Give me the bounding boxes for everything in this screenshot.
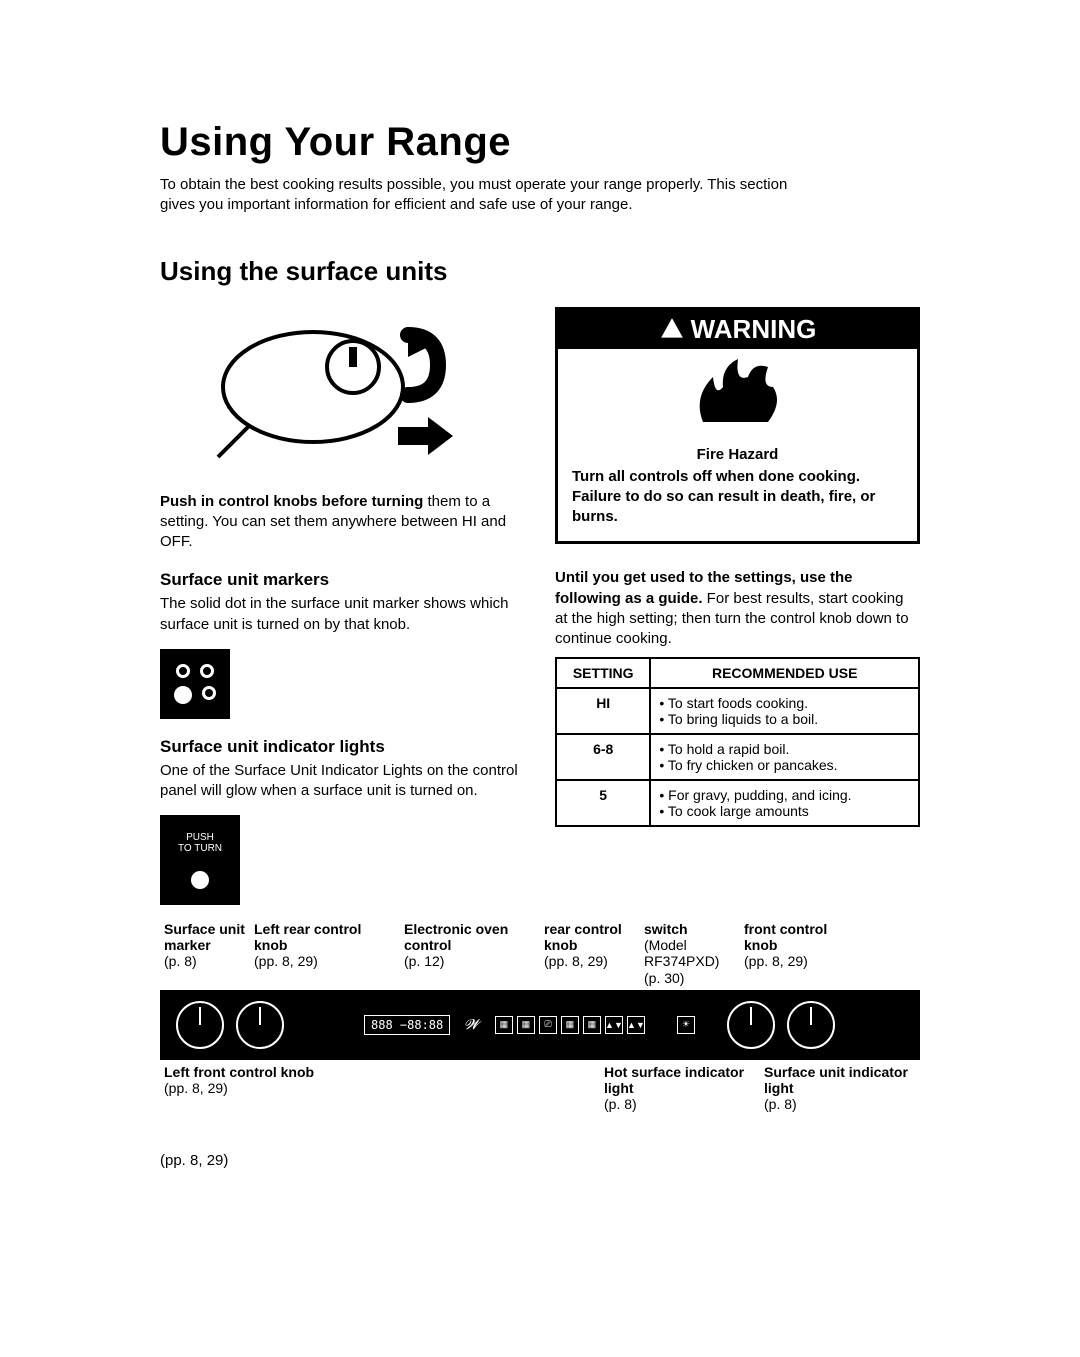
warning-header: WARNING [558,310,917,349]
footer-page-ref: (pp. 8, 29) [160,1152,920,1169]
indicator-heading: Surface unit indicator lights [160,737,525,757]
guide-text: Until you get used to the settings, use … [555,568,920,649]
warning-triangle-icon [659,316,685,342]
indicator-text: One of the Surface Unit Indicator Lights… [160,761,525,802]
knob-illustration [160,307,525,472]
intro-text: To obtain the best cooking results possi… [160,175,800,216]
settings-col-setting: SETTING [556,658,650,688]
surface-marker-icon [160,649,230,719]
oven-display: 888 −88:88 [364,1015,450,1035]
settings-uses: For gravy, pudding, and icing.To cook la… [650,780,919,826]
settings-uses: To hold a rapid boil.To fry chicken or p… [650,734,919,780]
knob-icon [236,1001,284,1049]
label-surface-marker: Surface unit marker (p. 8) [160,921,250,985]
indicator-light-icon: PUSHTO TURN [160,815,240,905]
knob-icon [176,1001,224,1049]
label-left-rear-knob: Left rear control knob (pp. 8, 29) [250,921,400,985]
settings-setting: 6-8 [556,734,650,780]
markers-heading: Surface unit markers [160,570,525,590]
knob-icon [727,1001,775,1049]
settings-table: SETTING RECOMMENDED USE HITo start foods… [555,657,920,827]
warning-line2: Failure to do so can result in death, fi… [572,487,903,528]
label-front-knob: front control knob (pp. 8, 29) [740,921,840,985]
control-panel-diagram: Surface unit marker (p. 8) Left rear con… [160,921,920,1112]
flame-icon [558,349,917,436]
knob-caption: Push in control knobs before turning the… [160,492,525,553]
section-heading: Using the surface units [160,256,920,287]
label-hot-surface-light: Hot surface indicator light (p. 8) [600,1064,760,1112]
settings-col-use: RECOMMENDED USE [650,658,919,688]
settings-setting: HI [556,688,650,734]
settings-setting: 5 [556,780,650,826]
warning-hazard: Fire Hazard [572,446,903,463]
label-rear-knob: rear control knob (pp. 8, 29) [540,921,640,985]
label-switch: switch (Model RF374PXD) (p. 30) [640,921,740,985]
label-oven-control: Electronic oven control (p. 12) [400,921,540,985]
settings-uses: To start foods cooking.To bring liquids … [650,688,919,734]
brand-logo: 𝓦 [464,1016,479,1033]
label-surface-unit-light: Surface unit indicator light (p. 8) [760,1064,920,1112]
label-left-front-knob: Left front control knob (pp. 8, 29) [160,1064,540,1112]
markers-text: The solid dot in the surface unit marker… [160,594,525,635]
knob-icon [787,1001,835,1049]
oven-buttons: ▦▦⎚ ▦▦▲▼▲▼ [495,1016,645,1034]
warning-box: WARNING Fire Hazard Turn all controls of… [555,307,920,545]
page-title: Using Your Range [160,120,920,165]
control-panel-strip: 888 −88:88 𝓦 ▦▦⎚ ▦▦▲▼▲▼ ☀ [160,990,920,1060]
warning-line1: Turn all controls off when done cooking. [572,467,903,487]
